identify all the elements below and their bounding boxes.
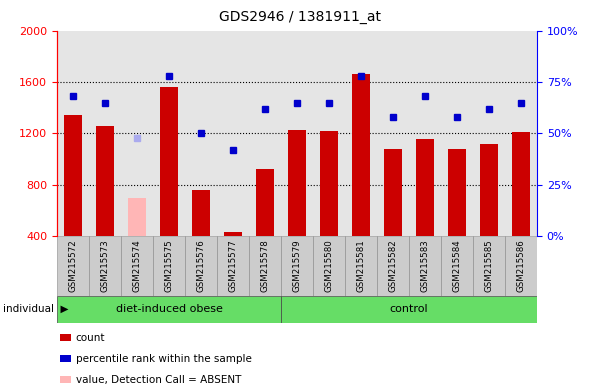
Text: GSM215584: GSM215584: [452, 240, 461, 292]
Bar: [249, 31, 281, 236]
Bar: [313, 236, 345, 296]
Bar: [377, 31, 409, 236]
Bar: [473, 236, 505, 296]
Bar: [57, 236, 89, 296]
Bar: [480, 144, 498, 236]
Bar: [217, 236, 249, 296]
Text: GSM215582: GSM215582: [389, 240, 398, 292]
Bar: [281, 31, 313, 236]
Bar: [185, 236, 217, 296]
Text: GSM215579: GSM215579: [293, 240, 302, 292]
Text: GSM215583: GSM215583: [421, 240, 430, 292]
Bar: [224, 232, 242, 236]
Bar: [256, 169, 274, 236]
Bar: [512, 132, 530, 236]
Bar: [217, 31, 249, 236]
Bar: [153, 236, 185, 296]
Bar: [352, 74, 370, 236]
Text: GSM215586: GSM215586: [517, 240, 526, 292]
Bar: [64, 116, 82, 236]
Bar: [57, 31, 89, 236]
Bar: [89, 31, 121, 236]
Text: GSM215576: GSM215576: [197, 240, 205, 292]
Bar: [160, 87, 178, 236]
Bar: [192, 190, 210, 236]
Bar: [57, 296, 281, 323]
Text: percentile rank within the sample: percentile rank within the sample: [76, 354, 251, 364]
Text: GSM215574: GSM215574: [133, 240, 142, 292]
Text: count: count: [76, 333, 105, 343]
Bar: [121, 31, 153, 236]
Bar: [249, 236, 281, 296]
Text: individual  ▶: individual ▶: [3, 304, 68, 314]
Text: GSM215577: GSM215577: [229, 240, 238, 292]
Bar: [153, 31, 185, 236]
Bar: [96, 126, 114, 236]
Bar: [409, 31, 441, 236]
Text: control: control: [389, 304, 428, 314]
Text: GDS2946 / 1381911_at: GDS2946 / 1381911_at: [219, 10, 381, 23]
Bar: [281, 296, 537, 323]
Bar: [320, 131, 338, 236]
Bar: [281, 236, 313, 296]
Text: GSM215585: GSM215585: [485, 240, 493, 292]
Text: GSM215573: GSM215573: [101, 240, 110, 292]
Bar: [441, 31, 473, 236]
Text: GSM215580: GSM215580: [325, 240, 334, 292]
Bar: [313, 31, 345, 236]
Bar: [377, 236, 409, 296]
Bar: [185, 31, 217, 236]
Bar: [384, 149, 402, 236]
Bar: [448, 149, 466, 236]
Text: GSM215578: GSM215578: [260, 240, 269, 292]
Bar: [288, 129, 306, 236]
Bar: [128, 198, 146, 236]
Bar: [505, 31, 537, 236]
Text: diet-induced obese: diet-induced obese: [116, 304, 223, 314]
Bar: [345, 236, 377, 296]
Bar: [345, 31, 377, 236]
Text: GSM215575: GSM215575: [164, 240, 173, 292]
Bar: [473, 31, 505, 236]
Bar: [441, 236, 473, 296]
Text: GSM215581: GSM215581: [356, 240, 365, 292]
Bar: [121, 236, 153, 296]
Text: GSM215572: GSM215572: [68, 240, 77, 292]
Bar: [89, 236, 121, 296]
Text: value, Detection Call = ABSENT: value, Detection Call = ABSENT: [76, 375, 241, 384]
Bar: [505, 236, 537, 296]
Bar: [416, 139, 434, 236]
Bar: [409, 236, 441, 296]
